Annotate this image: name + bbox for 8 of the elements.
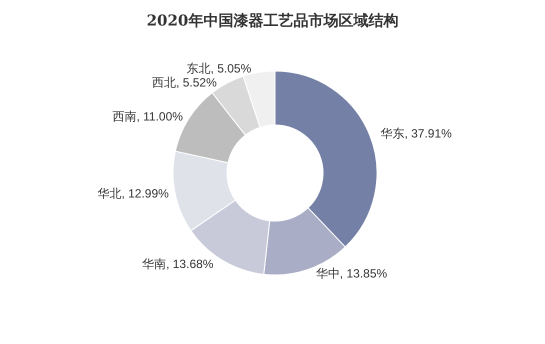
slice-label: 东北, 5.05% [186, 61, 252, 76]
slice-label: 华北, 12.99% [97, 186, 170, 200]
slice-label: 西南, 11.00% [112, 110, 184, 124]
slice-label: 西北, 5.52% [152, 75, 218, 90]
slice-label: 华南, 13.68% [142, 256, 214, 271]
chart-title: 2020年中国漆器工艺品市场区域结构 [146, 12, 398, 30]
slice-label: 华东, 37.91% [380, 126, 452, 141]
slice-label: 华中, 13.85% [316, 266, 388, 280]
